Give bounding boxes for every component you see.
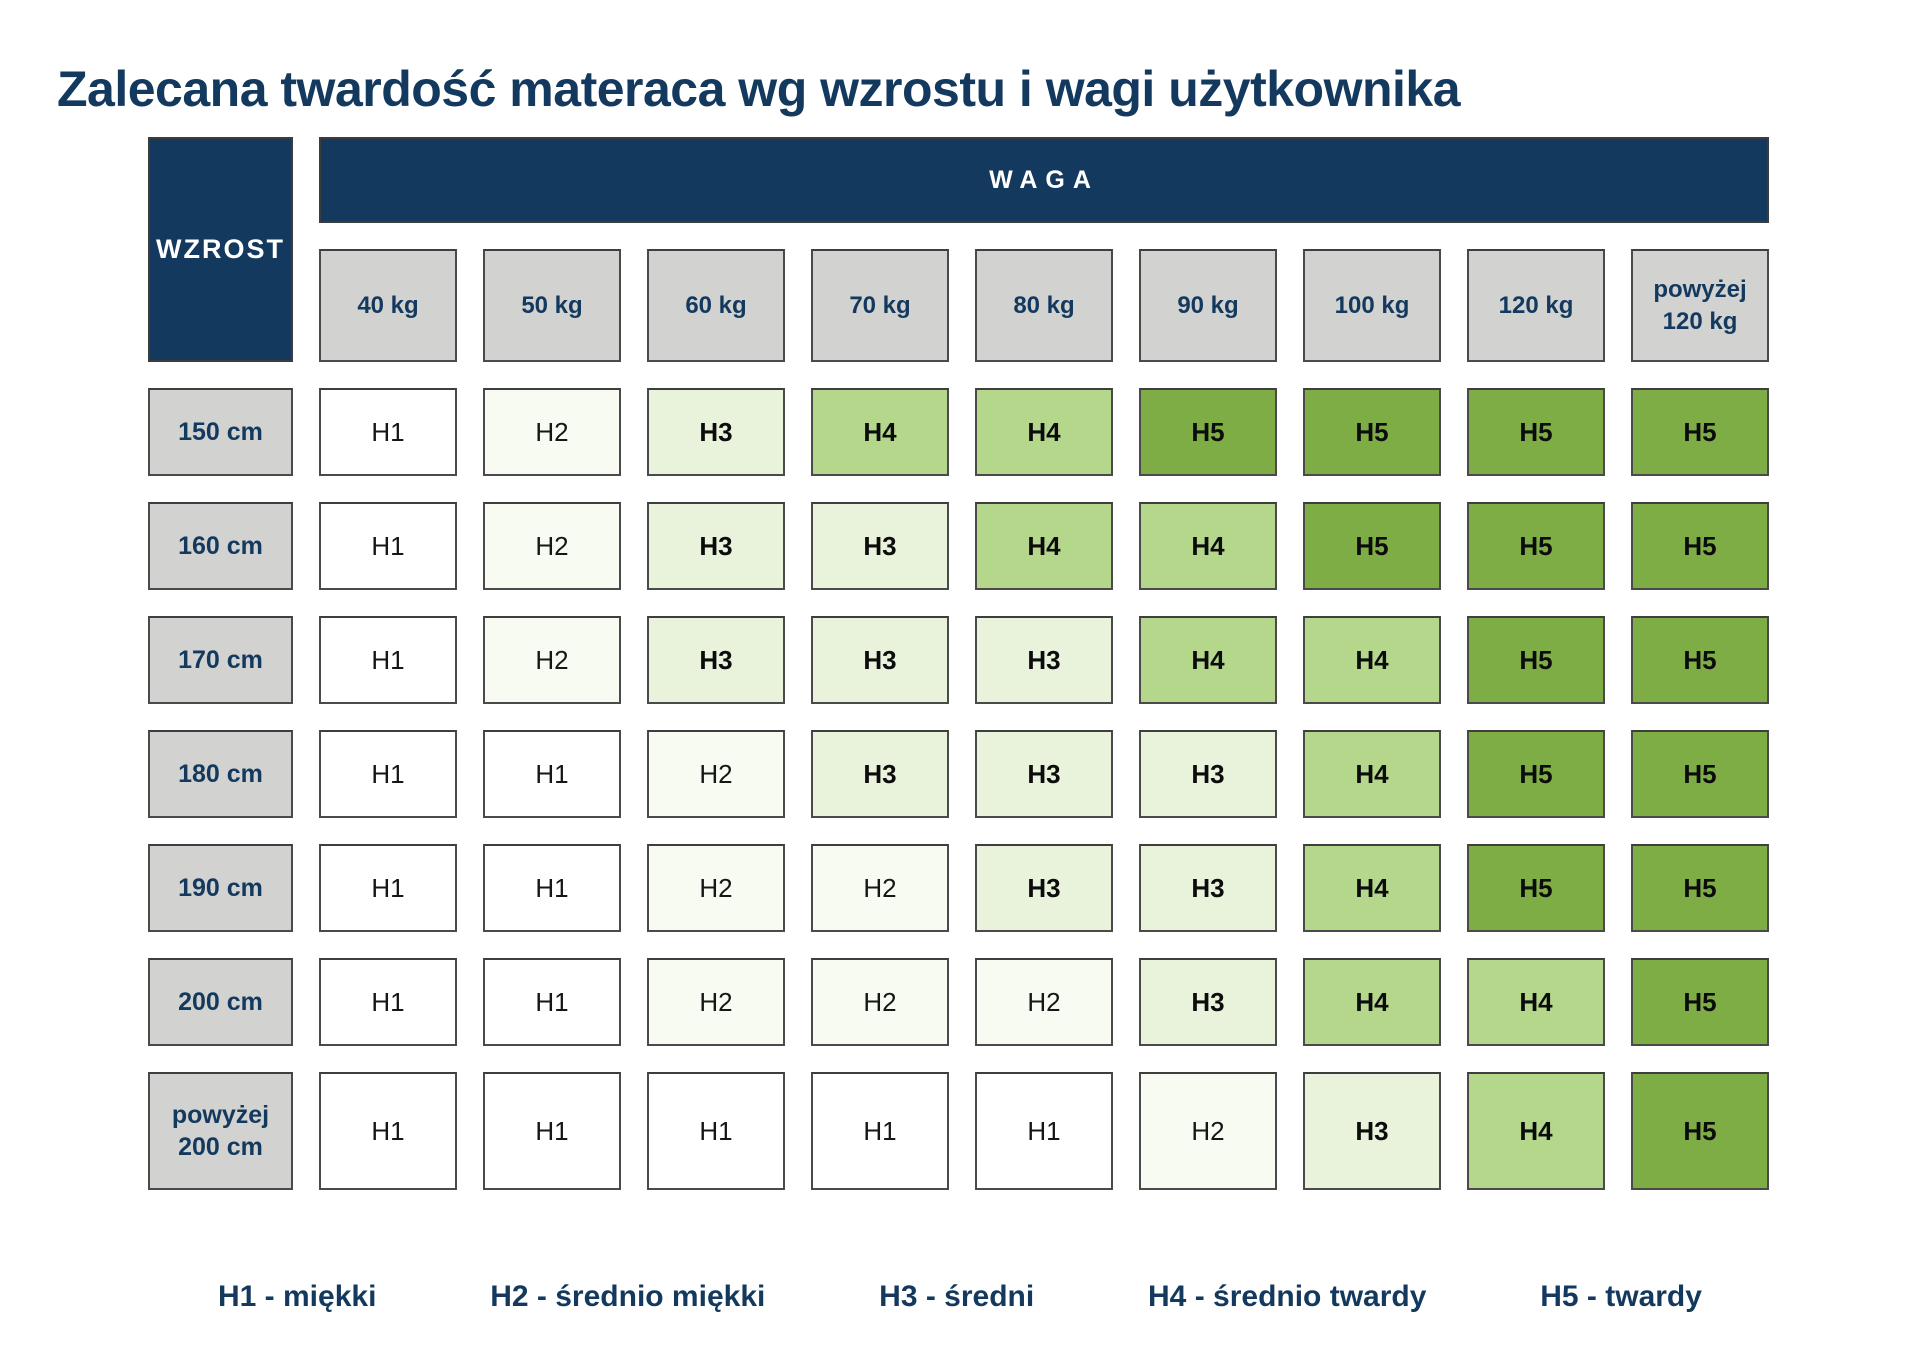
- legend-item: H4 - średnio twardy: [1148, 1280, 1427, 1313]
- firmness-cell: H1: [483, 1072, 621, 1190]
- height-header-cell: 150 cm: [148, 388, 293, 476]
- firmness-cell: H4: [1303, 730, 1441, 818]
- firmness-cell: H5: [1467, 844, 1605, 932]
- firmness-cell: H2: [483, 502, 621, 590]
- firmness-cell: H2: [1139, 1072, 1277, 1190]
- firmness-cell: H3: [1139, 844, 1277, 932]
- firmness-cell: H2: [647, 958, 785, 1046]
- firmness-cell: H3: [811, 616, 949, 704]
- firmness-table: WZROST WAGA 40 kg 50 kg 60 kg 70 kg 80 kg 90 …: [148, 137, 1769, 1190]
- weight-header-cell: 40 kg: [319, 249, 457, 362]
- firmness-cell: H1: [975, 1072, 1113, 1190]
- firmness-cell: H3: [975, 844, 1113, 932]
- legend-item: H5 - twardy: [1540, 1280, 1702, 1313]
- firmness-cell: H2: [483, 616, 621, 704]
- firmness-cell: H4: [811, 388, 949, 476]
- firmness-cell: H2: [975, 958, 1113, 1046]
- page-title: Zalecana twardość materaca wg wzrostu i …: [57, 60, 1461, 117]
- firmness-cell: H1: [647, 1072, 785, 1190]
- firmness-cell: H5: [1631, 730, 1769, 818]
- firmness-cell: H4: [1467, 958, 1605, 1046]
- firmness-cell: H3: [975, 730, 1113, 818]
- weight-header-cell: 100 kg: [1303, 249, 1441, 362]
- height-header-cell: 180 cm: [148, 730, 293, 818]
- firmness-cell: H3: [647, 388, 785, 476]
- firmness-cell: H2: [483, 388, 621, 476]
- height-header-cell: 160 cm: [148, 502, 293, 590]
- height-header-cell: 200 cm: [148, 958, 293, 1046]
- firmness-cell: H5: [1467, 388, 1605, 476]
- height-header-cell: 190 cm: [148, 844, 293, 932]
- firmness-cell: H3: [811, 502, 949, 590]
- firmness-cell: H4: [1139, 616, 1277, 704]
- legend-item: H3 - średni: [879, 1280, 1035, 1313]
- firmness-cell: H5: [1303, 388, 1441, 476]
- firmness-cell: H3: [975, 616, 1113, 704]
- firmness-cell: H5: [1467, 502, 1605, 590]
- firmness-cell: H5: [1467, 616, 1605, 704]
- firmness-cell: H2: [811, 844, 949, 932]
- firmness-cell: H1: [319, 1072, 457, 1190]
- firmness-cell: H4: [1139, 502, 1277, 590]
- firmness-cell: H1: [319, 730, 457, 818]
- firmness-cell: H5: [1303, 502, 1441, 590]
- firmness-cell: H3: [647, 502, 785, 590]
- firmness-cell: H4: [1467, 1072, 1605, 1190]
- firmness-cell: H4: [1303, 958, 1441, 1046]
- firmness-cell: H5: [1631, 616, 1769, 704]
- firmness-cell: H1: [319, 616, 457, 704]
- height-header-cell: 170 cm: [148, 616, 293, 704]
- firmness-cell: H3: [1139, 958, 1277, 1046]
- firmness-cell: H5: [1631, 1072, 1769, 1190]
- firmness-cell: H5: [1467, 730, 1605, 818]
- firmness-cell: H1: [319, 844, 457, 932]
- legend-item: H1 - miękki: [218, 1280, 377, 1313]
- weight-header-cell: 80 kg: [975, 249, 1113, 362]
- firmness-cell: H3: [1139, 730, 1277, 818]
- firmness-cell: H5: [1139, 388, 1277, 476]
- firmness-cell: H5: [1631, 502, 1769, 590]
- weight-header-cell: 90 kg: [1139, 249, 1277, 362]
- firmness-cell: H5: [1631, 388, 1769, 476]
- firmness-cell: H4: [1303, 844, 1441, 932]
- firmness-cell: H1: [811, 1072, 949, 1190]
- firmness-cell: H3: [647, 616, 785, 704]
- firmness-cell: H5: [1631, 844, 1769, 932]
- firmness-cell: H1: [319, 958, 457, 1046]
- firmness-cell: H1: [483, 730, 621, 818]
- height-header-cell: powyżej 200 cm: [148, 1072, 293, 1190]
- firmness-cell: H2: [811, 958, 949, 1046]
- firmness-cell: H4: [975, 502, 1113, 590]
- weight-header-cell: 70 kg: [811, 249, 949, 362]
- weight-header-cell: 60 kg: [647, 249, 785, 362]
- weight-header-cell: 120 kg: [1467, 249, 1605, 362]
- weight-header-cell: 50 kg: [483, 249, 621, 362]
- firmness-cell: H3: [811, 730, 949, 818]
- legend: H1 - miękki H2 - średnio miękki H3 - średn…: [148, 1280, 1772, 1314]
- firmness-cell: H1: [319, 502, 457, 590]
- firmness-cell: H1: [483, 958, 621, 1046]
- firmness-cell: H3: [1303, 1072, 1441, 1190]
- firmness-cell: H2: [647, 730, 785, 818]
- firmness-cell: H4: [975, 388, 1113, 476]
- firmness-cell: H1: [319, 388, 457, 476]
- firmness-cell: H2: [647, 844, 785, 932]
- firmness-cell: H1: [483, 844, 621, 932]
- firmness-cell: H4: [1303, 616, 1441, 704]
- firmness-cell: H5: [1631, 958, 1769, 1046]
- weight-header-cell: powyżej 120 kg: [1631, 249, 1769, 362]
- wzrost-corner-cell: WZROST: [148, 137, 293, 362]
- waga-header-bar: WAGA: [319, 137, 1769, 223]
- legend-item: H2 - średnio miękki: [490, 1280, 766, 1313]
